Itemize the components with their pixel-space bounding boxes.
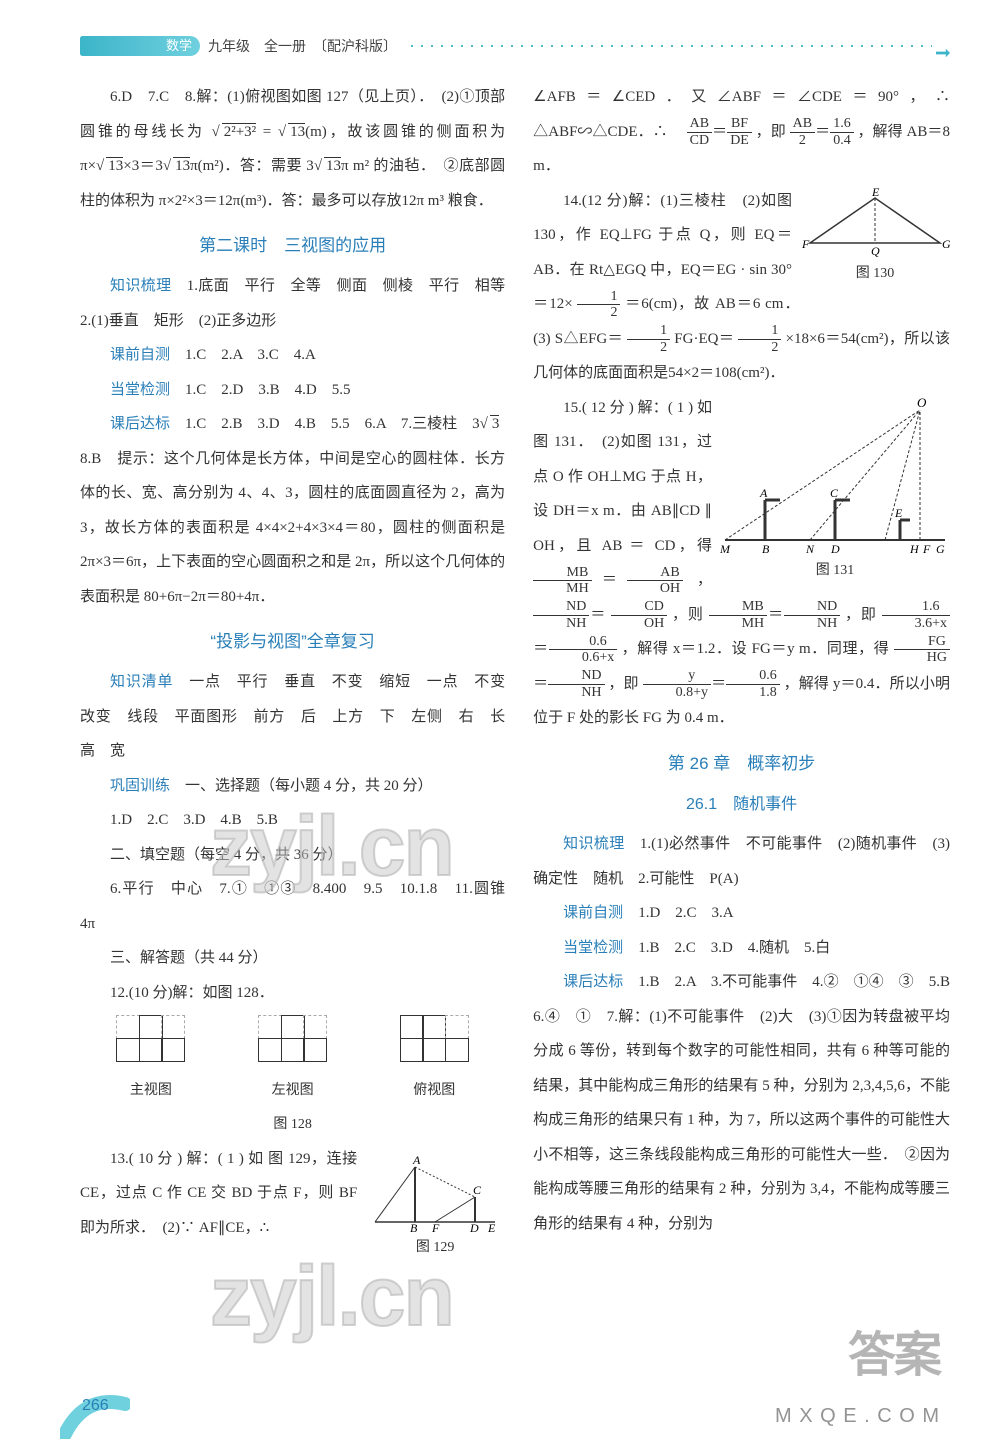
left-kqzc: 课前自测 1.C 2.A 3.C 4.A: [80, 338, 505, 373]
right-khdb: 课后达标 1.B 2.A 3.不可能事件 4.② ①④ ③ 5.B 6.④ ① …: [533, 965, 950, 1241]
svg-text:C: C: [830, 486, 839, 500]
heading-lesson2: 第二课时 三视图的应用: [80, 226, 505, 265]
left-gfxl-1: 1.D 2.C 3.D 4.B 5.B: [80, 803, 505, 838]
figure-129: A C B F D E 图 129: [365, 1152, 505, 1264]
svg-text:A: A: [759, 486, 768, 500]
label-khdb-r: 课后达标: [563, 973, 623, 990]
view-top-label: 俯视图: [401, 1075, 469, 1107]
left-gfxl-1t: 巩固训练 一、选择题（每小题 4 分，共 20 分）: [80, 769, 505, 804]
fig128-caption: 图 128: [80, 1109, 505, 1141]
label-dtjc-r: 当堂检测: [563, 939, 623, 956]
page-number: 266: [82, 1388, 109, 1425]
right-p1: ∠AFB＝∠CED．又∠ABF＝∠CDE＝90°，∴ △ABF∽△CDE．∴ A…: [533, 80, 950, 184]
left-q12: 12.(10 分)解：如图 128．: [80, 976, 505, 1011]
label-kqzc-r: 课前自测: [563, 904, 623, 921]
view-main-label: 主视图: [117, 1075, 185, 1107]
svg-text:D: D: [830, 542, 840, 555]
svg-text:C: C: [473, 1183, 482, 1197]
svg-text:E: E: [871, 188, 880, 199]
header-dots: [407, 44, 932, 48]
label-zsxl-r: 知识梳理: [563, 835, 624, 852]
left-gfxl-2t: 二、填空题（每空 4 分，共 36 分）: [80, 838, 505, 873]
watermark-3: 答案: [848, 1301, 940, 1411]
fig131-caption: 图 131: [720, 555, 950, 587]
content-columns: 6.D 7.C 8.解：(1)俯视图如图 127（见上页）． (2)①顶部圆锥的…: [80, 80, 950, 1268]
page-header: 九年级 全一册 〔配沪科版〕: [80, 30, 950, 62]
svg-text:H: H: [909, 542, 920, 555]
view-left: 左视图: [259, 1016, 327, 1107]
left-p1: 6.D 7.C 8.解：(1)俯视图如图 127（见上页）． (2)①顶部圆锥的…: [80, 80, 505, 218]
left-dtjc: 当堂检测 1.C 2.D 3.B 4.D 5.5: [80, 373, 505, 408]
svg-text:N: N: [805, 542, 815, 555]
svg-text:D: D: [469, 1221, 479, 1232]
view-left-label: 左视图: [259, 1075, 327, 1107]
svg-text:G: G: [936, 542, 945, 555]
figure-128: 主视图 左视图 俯视图: [80, 1016, 505, 1107]
left-gfxl-2: 6.平行 中心 7.① ①③ 8.400 9.5 10.1.8 11.圆锥 4π: [80, 872, 505, 941]
svg-text:B: B: [762, 542, 770, 555]
heading-ch26: 第 26 章 概率初步: [533, 744, 950, 783]
right-kqzc: 课前自测 1.D 2.C 3.A: [533, 896, 950, 931]
left-column: 6.D 7.C 8.解：(1)俯视图如图 127（见上页）． (2)①顶部圆锥的…: [80, 80, 505, 1268]
fig130-caption: 图 130: [800, 258, 950, 290]
label-zsqd: 知识清单: [110, 673, 173, 690]
right-dtjc: 当堂检测 1.B 2.C 3.D 4.随机 5.白: [533, 931, 950, 966]
label-kqzc: 课前自测: [110, 346, 170, 363]
label-zsxl: 知识梳理: [110, 277, 171, 294]
left-khdb: 课后达标 1.C 2.B 3.D 4.B 5.5 6.A 7.三棱柱 33 8.…: [80, 407, 505, 614]
header-title: 九年级 全一册 〔配沪科版〕: [208, 30, 397, 62]
right-column: ∠AFB＝∠CED．又∠ABF＝∠CDE＝90°，∴ △ABF∽△CDE．∴ A…: [533, 80, 950, 1268]
svg-text:Q: Q: [871, 244, 880, 258]
svg-text:O: O: [917, 395, 927, 410]
label-khdb: 课后达标: [110, 415, 170, 432]
left-zsqd: 知识清单 一点 平行 垂直 不变 缩短 一点 不变 改变 线段 平面图形 前方 …: [80, 665, 505, 769]
svg-text:G: G: [942, 237, 950, 251]
svg-text:M: M: [720, 542, 731, 555]
left-zsxl: 知识梳理 1.底面 平行 全等 侧面 侧棱 平行 相等 2.(1)垂直 矩形 (…: [80, 269, 505, 338]
svg-text:F: F: [801, 237, 810, 251]
arrow-icon: [936, 39, 950, 53]
left-gfxl-3t: 三、解答题（共 44 分）: [80, 941, 505, 976]
label-dtjc: 当堂检测: [110, 381, 170, 398]
heading-review: “投影与视图”全章复习: [80, 622, 505, 661]
svg-text:B: B: [410, 1221, 418, 1232]
label-gfxl: 巩固训练: [110, 777, 170, 794]
view-main: 主视图: [117, 1016, 185, 1107]
figure-131: O A C E M B N D H F G 图 131: [720, 395, 950, 587]
heading-26-1: 26.1 随机事件: [533, 787, 950, 824]
view-top: 俯视图: [401, 1016, 469, 1107]
svg-text:E: E: [487, 1221, 496, 1232]
header-wave-deco: [80, 36, 200, 56]
figure-130: E F G Q 图 130: [800, 188, 950, 290]
fig129-caption: 图 129: [365, 1232, 505, 1264]
watermark-4: M X Q E . C O M: [775, 1393, 940, 1439]
svg-text:F: F: [922, 542, 931, 555]
svg-text:A: A: [412, 1153, 421, 1167]
right-zsxl: 知识梳理 1.(1)必然事件 不可能事件 (2)随机事件 (3)确定性 随机 2…: [533, 827, 950, 896]
svg-text:F: F: [431, 1221, 440, 1232]
svg-text:E: E: [894, 506, 903, 520]
